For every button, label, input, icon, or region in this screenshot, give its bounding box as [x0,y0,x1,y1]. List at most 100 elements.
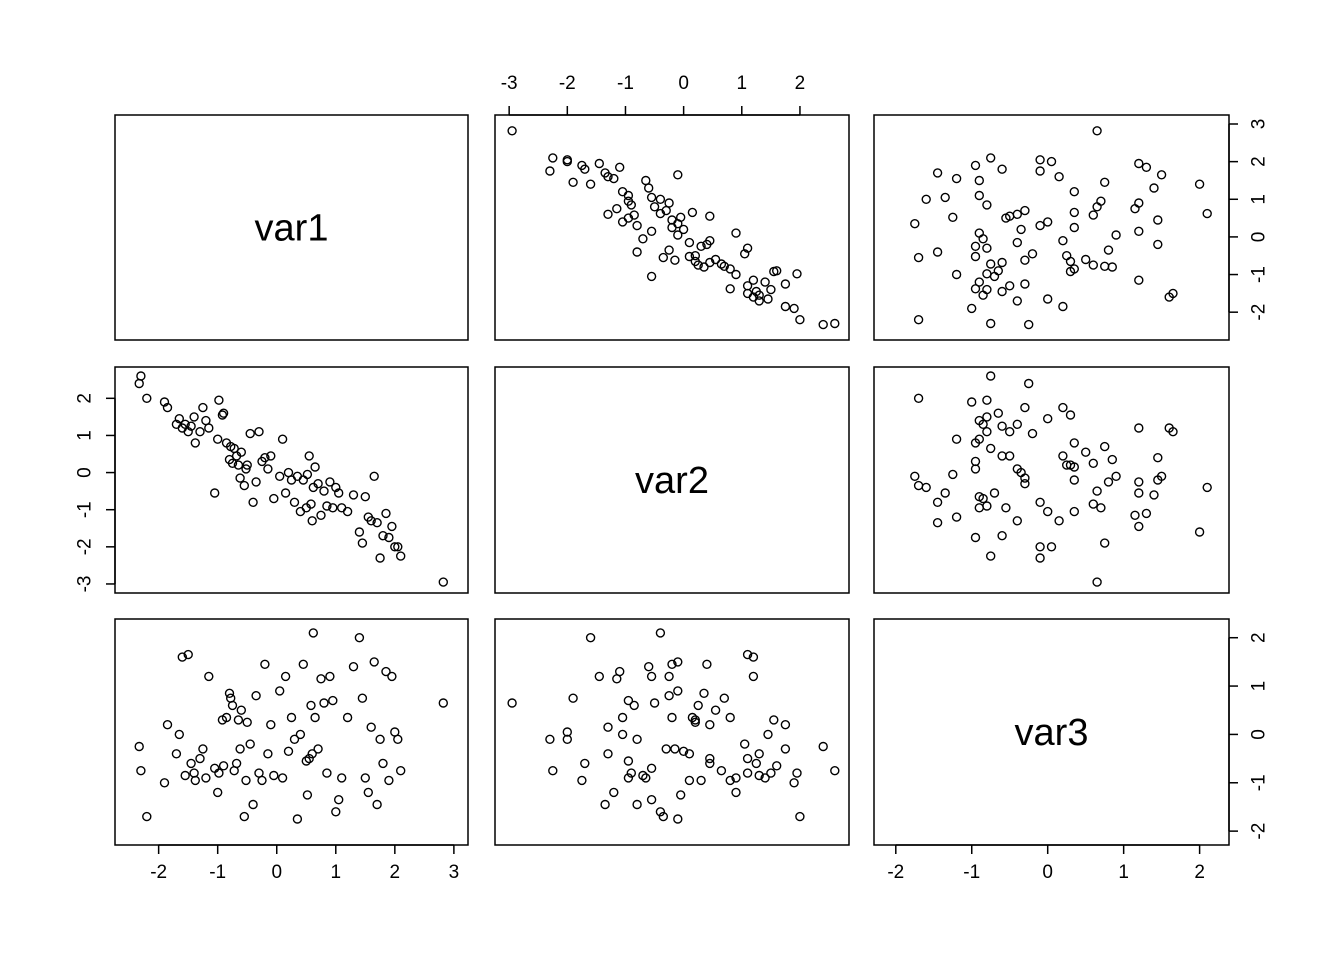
point-var3-var1-48 [286,712,297,723]
point-var2-var3-39 [970,456,981,467]
point-var1-var2-2 [830,318,840,329]
point-var1-var2-42 [705,235,715,246]
point-var3-var1-49 [289,734,300,744]
point-var2-var3-77 [932,518,943,528]
point-var3-var1-84 [393,734,403,744]
point-var2-var3-24 [1107,454,1118,465]
point-var2-var1-76 [369,471,379,481]
point-var2-var1-0 [438,577,448,587]
point-var2-var3-27 [986,443,996,454]
point-var3-var2-10 [742,649,753,660]
point-var2-var3-83 [1046,542,1057,552]
scatter-panel-var2-vs-var3 [910,371,1212,587]
point-var1-var2-12 [766,284,776,295]
point-var2-var1-59 [310,462,320,472]
point-var2-var1-63 [322,501,332,511]
point-var1-var2-13 [725,284,735,294]
point-var1-var3-1 [1023,319,1034,330]
point-var1-var3-4 [967,303,977,314]
point-var2-var3-15 [1020,402,1030,413]
point-var2-var1-30 [235,473,245,483]
point-var2-var3-33 [970,464,981,474]
point-var2-var3-36 [932,497,943,507]
point-var3-var2-22 [772,761,782,771]
point-var3-var2-48 [667,712,677,723]
point-var2-var1-22 [218,408,229,418]
point-var1-var3-45 [974,228,984,238]
point-var2-var3-44 [1111,471,1121,481]
point-var2-var3-19 [951,434,962,444]
point-var1-var2-62 [649,202,660,212]
point-var3-var2-43 [638,770,648,781]
point-var3-var1-13 [190,775,201,786]
point-var3-var1-17 [204,671,214,682]
point-var2-var3-40 [1153,453,1163,463]
point-var2-var3-85 [986,551,996,561]
point-var2-var1-14 [195,427,205,437]
point-var2-var1-72 [357,538,368,548]
point-var1-var2-5 [780,301,791,312]
point-var1-var2-76 [673,170,683,180]
point-var3-var2-49 [632,734,642,744]
point-var3-var1-43 [269,770,279,781]
point-var3-var1-37 [251,691,261,701]
point-var1-var2-55 [705,211,715,221]
point-var3-var2-6 [754,749,764,759]
point-var3-var2-23 [725,712,735,723]
point-var3-var2-2 [830,766,840,776]
point-var1-var2-27 [716,259,727,269]
point-var3-var1-77 [372,799,382,810]
point-var3-var2-26 [693,700,703,711]
point-var2-var3-62 [1092,486,1102,496]
point-var2-var1-20 [214,395,224,405]
point-var1-var3-30 [1020,255,1030,265]
point-var1-var2-49 [632,220,642,231]
point-var1-var2-34 [690,250,700,261]
point-var3-var1-3 [142,811,152,822]
point-var1-var3-26 [1088,260,1099,270]
point-var3-var1-39 [257,775,267,786]
point-var2-var3-35 [1027,428,1038,439]
point-var3-var2-8 [748,652,759,662]
point-var1-var3-11 [997,286,1007,297]
point-var3-var1-80 [381,666,391,677]
point-var3-var1-71 [354,633,365,643]
point-var2-var3-57 [1012,516,1022,526]
point-var3-var2-35 [740,739,750,749]
point-var2-var3-76 [1156,471,1167,481]
point-var3-var2-44 [673,686,683,696]
point-var3-var1-52 [298,659,308,669]
point-var1-var2-19 [731,269,741,280]
tick-label-var3: 2 [1249,632,1270,643]
point-var2-var1-85 [396,551,406,561]
point-var1-var3-67 [940,192,950,203]
y-axis-left-var2: -3 -2 -1 0 1 2 [75,393,116,592]
point-var3-var2-78 [545,734,555,744]
point-var1-var2-30 [670,255,680,265]
point-var3-var1-2 [136,766,146,776]
point-var2-var1-2 [136,371,146,381]
point-var3-var2-39 [696,775,706,786]
point-var3-var1-74 [363,787,373,798]
point-var1-var3-61 [1130,203,1140,214]
point-var1-var3-27 [986,259,996,269]
tick-label-var1: -1 [1249,266,1270,283]
point-var3-var2-62 [649,698,660,708]
point-var2-var1-69 [342,506,353,517]
point-var2-var1-66 [331,482,341,493]
point-var3-var2-34 [690,717,700,727]
point-var3-var2-11 [751,758,761,769]
scatter-panel-var1-vs-var3 [910,126,1212,330]
tick-label-var1: 2 [390,862,401,883]
point-var3-var1-34 [242,717,252,727]
point-var1-var3-28 [997,257,1007,268]
point-var3-var1-19 [212,787,223,798]
point-var3-var2-82 [594,671,604,682]
point-var1-var3-49 [1035,220,1045,231]
point-var1-var3-12 [982,284,992,295]
point-var3-var2-7 [763,729,773,740]
point-var1-var3-73 [974,175,984,186]
tick-label-var1: 1 [330,862,341,883]
tick-label-var1: 1 [1249,194,1270,205]
panel-box-var2-var2 [494,366,850,594]
